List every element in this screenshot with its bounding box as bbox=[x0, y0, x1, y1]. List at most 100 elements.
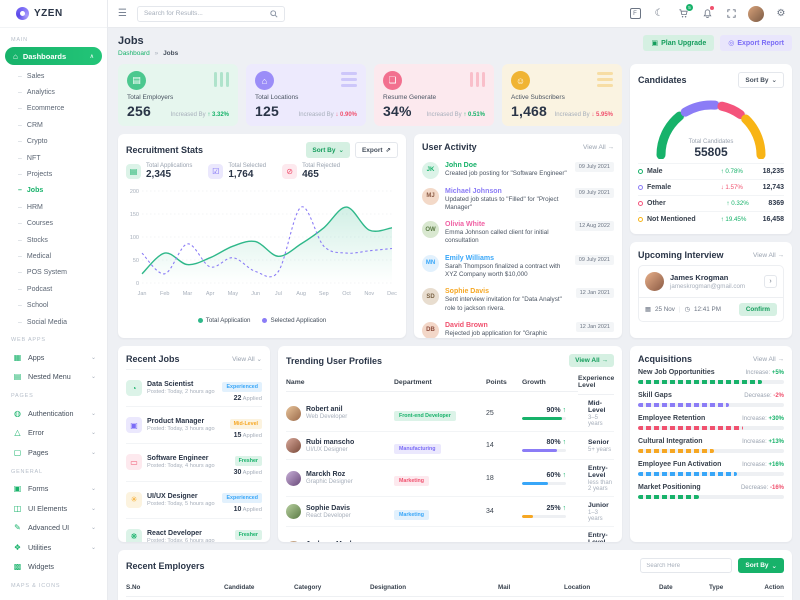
profile-name[interactable]: Jackson Mach bbox=[306, 541, 354, 542]
legend-ring-icon bbox=[638, 201, 643, 206]
sidebar-subitem[interactable]: – Stocks bbox=[5, 232, 102, 248]
cart-icon[interactable]: 5 bbox=[676, 3, 693, 21]
activity-user-name[interactable]: John Doe bbox=[445, 161, 477, 169]
growth-value: 60% ↑ bbox=[546, 471, 566, 479]
topbar-icons: F ☾ 5 ⚙ bbox=[628, 3, 788, 22]
sidebar-item[interactable]: ▣ Forms ⌄ bbox=[5, 479, 102, 499]
menu-toggle-icon[interactable]: ☰ bbox=[118, 8, 127, 19]
candidates-sortby-button[interactable]: Sort By ⌄ bbox=[738, 72, 784, 88]
sidebar-item[interactable]: ✎ Advanced UI ⌄ bbox=[5, 518, 102, 538]
stats-row: ▤ Total Employers 256 Increased By ↑ 3.3… bbox=[118, 64, 622, 126]
sidebar-item-label: Pages bbox=[28, 447, 49, 457]
acquisitions-card: Acquisitions View All → New Job Opportun… bbox=[630, 346, 792, 542]
activity-user-name[interactable]: Sophie Davis bbox=[445, 288, 489, 296]
activity-user-name[interactable]: Olivia White bbox=[445, 221, 486, 229]
activity-user-name[interactable]: David Brown bbox=[445, 321, 488, 329]
experience-years: 1–3 years bbox=[588, 509, 603, 522]
job-icon: ✳ bbox=[126, 491, 142, 508]
recent-jobs-view-all[interactable]: View All ⌄ bbox=[232, 356, 262, 363]
candidates-row: Male ↑ 0.78% 18,235 bbox=[638, 163, 784, 179]
activity-user-name[interactable]: Emily Williams bbox=[445, 254, 494, 262]
recruitment-stats-card: Recruitment Stats Sort By ⌄ Export ⇗ bbox=[118, 134, 406, 338]
sidebar-item[interactable]: △ Error ⌄ bbox=[5, 423, 102, 443]
job-title[interactable]: React Developer bbox=[147, 529, 202, 537]
sidebar-subitem[interactable]: – Courses bbox=[5, 216, 102, 232]
acquisition-change: Increase: +16% bbox=[742, 462, 784, 468]
acquisition-label: Employee Fun Activation bbox=[638, 461, 722, 468]
activity-user-name[interactable]: Michael Johnson bbox=[445, 187, 502, 195]
job-title[interactable]: UI/UX Designer bbox=[147, 492, 198, 500]
activity-list: JK John Doe Created job posting for "Sof… bbox=[422, 157, 614, 338]
sidebar-subitem[interactable]: – Medical bbox=[5, 248, 102, 264]
sidebar-item[interactable]: ❖ Utilities ⌄ bbox=[5, 537, 102, 557]
recruitment-total: ⊘ Total Rejected 465 bbox=[282, 163, 340, 180]
chevron-down-icon: ⌄ bbox=[90, 505, 96, 512]
job-posted: Posted: Today, 2 hours ago bbox=[147, 389, 215, 396]
sidebar-subitem[interactable]: – NFT bbox=[5, 150, 102, 166]
language-icon[interactable]: F bbox=[628, 7, 642, 21]
trending-view-all-button[interactable]: View All → bbox=[569, 354, 614, 367]
job-title[interactable]: Data Scientist bbox=[147, 381, 194, 389]
profile-name[interactable]: Sophie Davis bbox=[306, 504, 350, 512]
sidebar-item[interactable]: ◫ UI Elements ⌄ bbox=[5, 498, 102, 518]
sidebar-item[interactable]: ▩ Widgets bbox=[5, 557, 102, 577]
legend-label: Total Application bbox=[205, 317, 251, 324]
acquisition-label: Employee Retention bbox=[638, 415, 706, 422]
sidebar-item[interactable]: ▤ Nested Menu ⌄ bbox=[5, 367, 102, 387]
profile-name[interactable]: Robert anil bbox=[306, 406, 343, 413]
dash-icon: – bbox=[18, 302, 22, 310]
profile-row: Robert anil Web Developer Front-end Deve… bbox=[286, 395, 614, 432]
profile-name[interactable]: Rubi manscho bbox=[306, 438, 355, 446]
stat-title: Active Subscribers bbox=[511, 94, 565, 101]
sidebar-subitem[interactable]: – Podcast bbox=[5, 281, 102, 297]
plan-upgrade-button[interactable]: ▣ Plan Upgrade bbox=[643, 35, 715, 51]
sidebar-item[interactable]: ▢ Pages ⌄ bbox=[5, 442, 102, 462]
sidebar-subitem[interactable]: – Sales bbox=[5, 68, 102, 84]
settings-gear-icon[interactable]: ⚙ bbox=[776, 8, 786, 19]
sidebar-subitem[interactable]: – Analytics bbox=[5, 84, 102, 100]
sidebar-subitem[interactable]: – Jobs bbox=[5, 183, 102, 199]
dash-icon: – bbox=[18, 89, 22, 97]
sidebar-item[interactable]: ▦ Apps ⌄ bbox=[5, 347, 102, 367]
avatar bbox=[286, 504, 301, 519]
profile-points: 14 bbox=[486, 442, 494, 449]
dash-icon: – bbox=[18, 105, 22, 113]
acquisition-label: Cultural Integration bbox=[638, 438, 703, 445]
employers-search-input[interactable] bbox=[640, 558, 733, 573]
user-avatar[interactable] bbox=[748, 5, 764, 22]
breadcrumb-dashboard[interactable]: Dashboard bbox=[118, 50, 150, 57]
sidebar-subitem[interactable]: – Projects bbox=[5, 166, 102, 182]
sidebar-subitem[interactable]: – Social Media bbox=[5, 314, 102, 330]
search-icon[interactable] bbox=[270, 9, 278, 18]
dark-mode-icon[interactable]: ☾ bbox=[654, 8, 664, 19]
sidebar-item[interactable]: ◍ Authentication ⌄ bbox=[5, 403, 102, 423]
sidebar-item-dashboards[interactable]: ⌂ Dashboards ∧ bbox=[5, 47, 102, 65]
recruitment-export-button[interactable]: Export ⇗ bbox=[354, 142, 398, 158]
sidebar-subitem[interactable]: – Ecommerce bbox=[5, 101, 102, 117]
employers-sortby-button[interactable]: Sort By ⌄ bbox=[738, 558, 784, 573]
sidebar-item-label: Widgets bbox=[28, 562, 54, 571]
recruitment-sortby-button[interactable]: Sort By ⌄ bbox=[306, 142, 350, 158]
profile-name[interactable]: Marckh Roz bbox=[306, 471, 346, 478]
recruitment-total-label: Total Rejected bbox=[302, 163, 341, 169]
sidebar-subitem[interactable]: – School bbox=[5, 297, 102, 313]
export-report-button[interactable]: ◎ Export Report bbox=[720, 35, 792, 51]
activity-text: Sent interview invitation for "Data Anal… bbox=[445, 296, 562, 312]
acquisitions-view-all[interactable]: View All → bbox=[753, 355, 784, 363]
job-title[interactable]: Software Engineer bbox=[147, 455, 209, 463]
trend-up-icon: ↑ bbox=[562, 505, 567, 512]
interview-next-button[interactable]: › bbox=[764, 275, 777, 288]
sidebar-subitem[interactable]: – CRM bbox=[5, 117, 102, 133]
confirm-button[interactable]: Confirm bbox=[738, 303, 777, 316]
sidebar-subitem[interactable]: – Crypto bbox=[5, 134, 102, 150]
job-title[interactable]: Product Manager bbox=[147, 418, 205, 426]
sidebar-section-maps: MAPS & ICONS bbox=[11, 583, 61, 590]
sidebar-subitem[interactable]: – HRM bbox=[5, 199, 102, 215]
notifications-bell-icon[interactable] bbox=[700, 5, 714, 21]
search-input[interactable] bbox=[143, 10, 266, 17]
interview-view-all[interactable]: View All → bbox=[753, 251, 784, 259]
user-activity-view-all[interactable]: View All → bbox=[583, 143, 614, 151]
logo[interactable]: YZEN bbox=[0, 0, 107, 28]
fullscreen-icon[interactable] bbox=[724, 7, 738, 21]
sidebar-subitem[interactable]: – POS System bbox=[5, 265, 102, 281]
